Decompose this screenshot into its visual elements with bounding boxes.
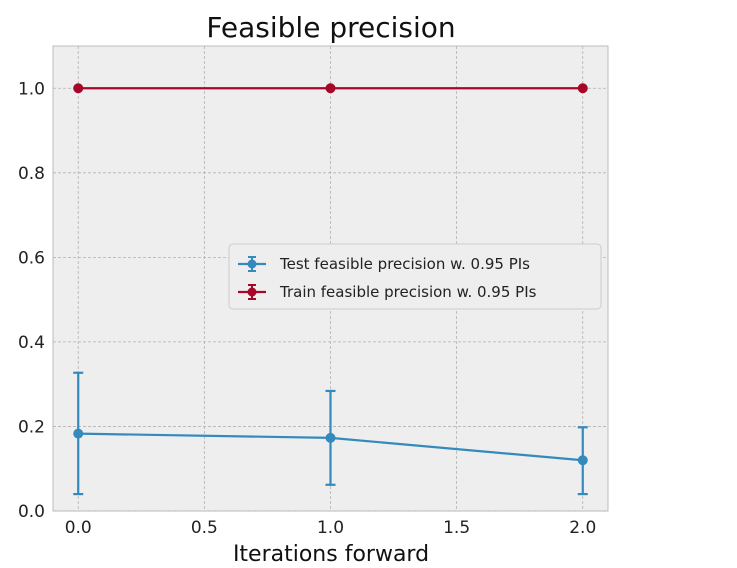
legend-marker (247, 287, 257, 297)
data-point (577, 83, 588, 94)
legend-marker (247, 259, 257, 269)
legend: Test feasible precision w. 0.95 PIs Train… (228, 243, 602, 310)
chart-title: Feasible precision (206, 11, 455, 44)
x-tick-label: 0.0 (65, 518, 92, 538)
legend-entries: Test feasible precision w. 0.95 PIs Train… (238, 255, 537, 301)
x-axis-label: Iterations forward (233, 542, 429, 567)
x-tick-label: 0.5 (191, 518, 218, 538)
legend-entry-1: Test feasible precision w. 0.95 PIs (238, 255, 530, 273)
y-tick-label: 1.0 (18, 79, 45, 99)
legend-label: Train feasible precision w. 0.95 PIs (279, 283, 537, 301)
data-point (73, 428, 84, 439)
y-tick-label: 0.4 (18, 333, 45, 353)
legend-box (228, 243, 602, 310)
legend-label: Test feasible precision w. 0.95 PIs (279, 255, 530, 273)
series-1 (73, 371, 588, 496)
x-tick-label: 1.0 (317, 518, 344, 538)
series-group (73, 83, 588, 496)
y-tick-label: 0.0 (18, 502, 45, 522)
series-2 (73, 83, 588, 94)
data-point (73, 83, 84, 94)
y-tick-label: 0.2 (18, 417, 45, 437)
y-tick-label: 0.8 (18, 164, 45, 184)
data-point (577, 455, 588, 466)
x-axis-ticks: 0.0 0.5 1.0 1.5 2.0 (65, 518, 597, 538)
y-axis-ticks: 0.0 0.2 0.4 0.6 0.8 1.0 (18, 79, 45, 522)
x-tick-label: 2.0 (569, 518, 596, 538)
data-point (325, 432, 336, 443)
x-tick-label: 1.5 (443, 518, 470, 538)
y-tick-label: 0.6 (18, 248, 45, 268)
legend-entry-2: Train feasible precision w. 0.95 PIs (238, 283, 537, 301)
data-point (325, 83, 336, 94)
